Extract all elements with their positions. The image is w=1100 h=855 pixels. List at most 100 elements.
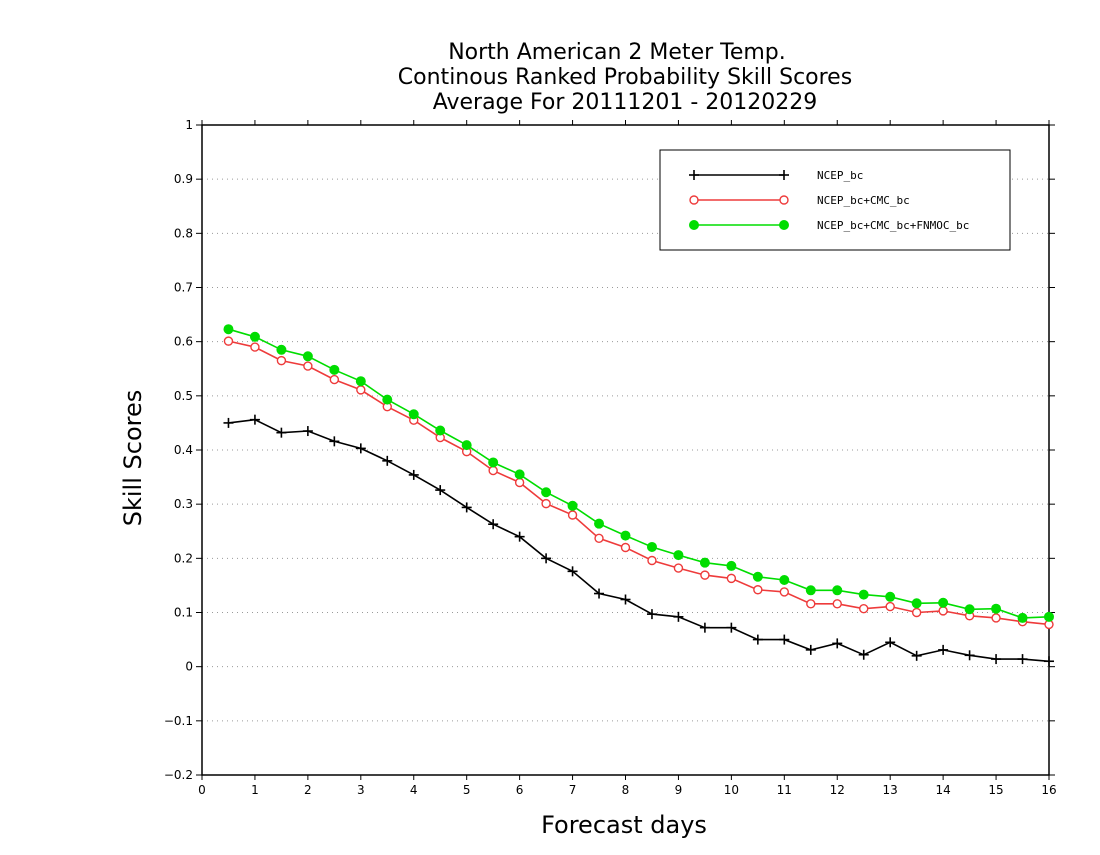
data-point (991, 613, 1001, 623)
y-tick-label: −0.1 (164, 714, 193, 728)
series-0 (223, 414, 1054, 667)
data-point (594, 518, 605, 529)
data-point (567, 566, 578, 577)
data-point (964, 604, 975, 615)
data-point (779, 195, 789, 205)
data-point (805, 585, 816, 596)
y-tick-label: 0.9 (174, 172, 193, 186)
data-point (1044, 656, 1054, 667)
data-point (488, 457, 499, 468)
data-point (832, 638, 843, 649)
y-tick-label: −0.2 (164, 768, 193, 782)
x-tick-label: 4 (410, 783, 418, 797)
data-point (1017, 654, 1028, 665)
data-point (885, 591, 896, 602)
data-point (302, 351, 313, 362)
y-tick-label: 0.1 (174, 606, 193, 620)
y-tick-label: 0 (185, 660, 193, 674)
data-point (779, 170, 789, 180)
grid-lines (202, 178, 1049, 722)
data-point (329, 374, 340, 385)
data-point (779, 575, 790, 585)
data-point (408, 409, 419, 420)
data-point (382, 455, 393, 466)
data-point (689, 195, 699, 205)
x-tick-label: 6 (516, 783, 524, 797)
series-2 (223, 324, 1054, 623)
data-point (938, 644, 949, 655)
y-tick-label: 0.6 (174, 335, 193, 349)
x-tick-label: 3 (357, 783, 365, 797)
title-line-2: Continous Ranked Probability Skill Score… (398, 65, 852, 90)
x-tick-label: 12 (830, 783, 845, 797)
data-point (620, 594, 631, 605)
axes (196, 120, 1055, 780)
data-point (752, 634, 763, 645)
data-point (885, 601, 895, 612)
data-point (435, 485, 446, 496)
chart-title: North American 2 Meter Temp. Continous R… (398, 40, 852, 115)
legend: NCEP_bc NCEP_bc+CMC_bc NCEP_bc+CMC_bc+FNMO… (659, 149, 1011, 251)
data-point (276, 427, 287, 438)
legend-label: NCEP_bc+CMC_bc+FNMOC_bc (817, 219, 969, 232)
title-line-1: North American 2 Meter Temp. (448, 40, 786, 65)
data-point (938, 597, 949, 608)
data-point (223, 324, 234, 335)
data-point (753, 585, 763, 595)
data-point (514, 531, 525, 542)
x-tick-label: 0 (198, 783, 206, 797)
data-point (779, 587, 790, 597)
data-point (726, 560, 737, 571)
x-tick-label: 9 (675, 783, 683, 797)
data-point (991, 603, 1002, 614)
x-tick-label: 7 (569, 783, 577, 797)
data-point (461, 502, 472, 513)
data-point (1017, 612, 1028, 623)
data-point (673, 611, 684, 622)
data-point (858, 649, 869, 660)
x-tick-label: 15 (988, 783, 1003, 797)
data-point (700, 570, 710, 580)
data-point (488, 519, 499, 530)
x-tick-label: 2 (304, 783, 312, 797)
x-tick-label: 13 (883, 783, 898, 797)
data-point (689, 220, 699, 230)
data-point (726, 573, 737, 584)
x-tick-label: 11 (777, 783, 792, 797)
y-tick-label: 0.7 (174, 281, 193, 295)
x-tick-label: 1 (251, 783, 259, 797)
data-point (302, 426, 313, 437)
data-point (647, 555, 657, 566)
data-point (355, 443, 366, 454)
data-point (488, 465, 498, 476)
data-point (620, 530, 631, 541)
y-axis-title: Skill Scores (119, 390, 147, 527)
data-point (223, 417, 234, 428)
data-point (276, 355, 287, 366)
data-point (779, 634, 790, 645)
data-point (805, 644, 816, 655)
data-point (673, 550, 684, 561)
data-point (620, 542, 631, 553)
data-point (938, 606, 948, 616)
data-point (726, 622, 737, 633)
legend-label: NCEP_bc (817, 169, 863, 182)
data-point (594, 588, 605, 599)
data-point (461, 440, 472, 451)
data-point (514, 469, 525, 480)
data-point (689, 170, 699, 180)
data-point (329, 436, 340, 447)
data-point (355, 376, 366, 387)
series-line (228, 328, 1050, 619)
data-point (514, 477, 525, 488)
data-point (646, 541, 657, 552)
data-point (699, 557, 710, 568)
data-point (859, 604, 869, 614)
data-point (541, 487, 552, 498)
data-point (885, 637, 896, 648)
x-tick-label: 10 (724, 783, 739, 797)
data-point (991, 654, 1002, 665)
data-point (408, 469, 419, 480)
